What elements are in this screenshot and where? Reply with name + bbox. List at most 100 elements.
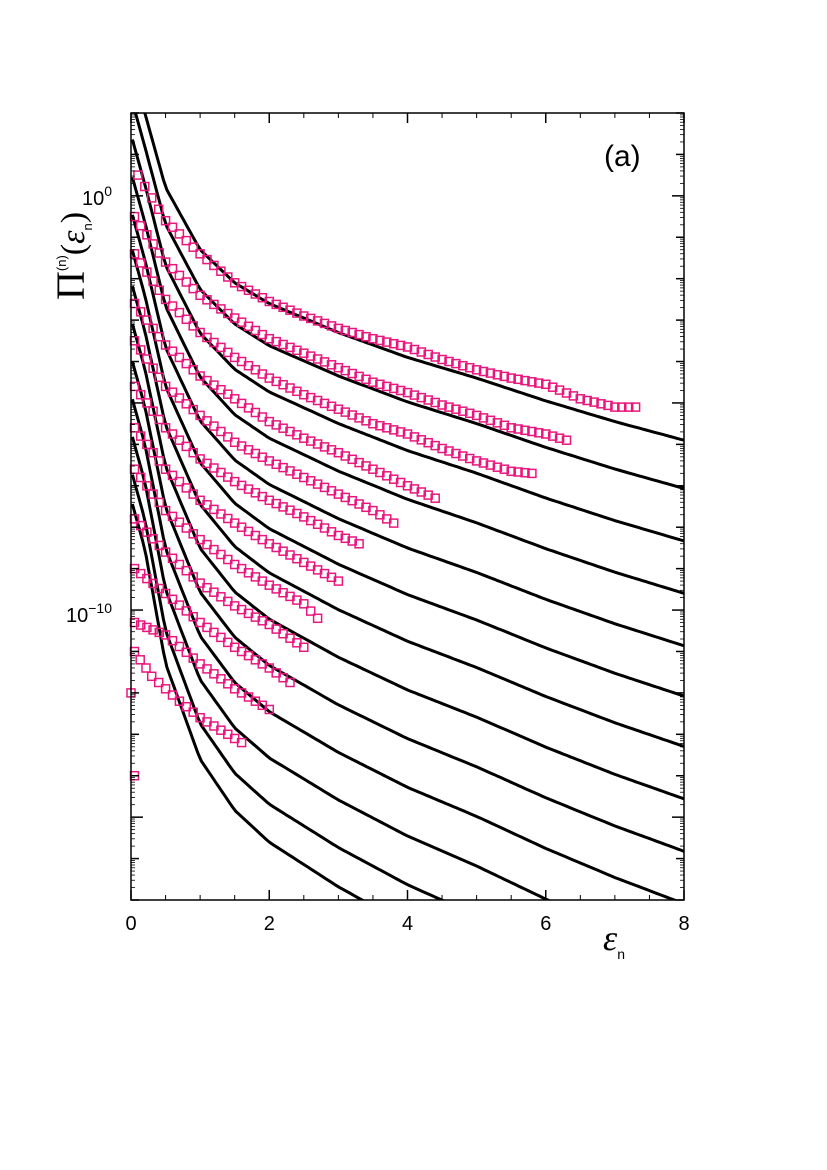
svg-text:εn: εn (603, 918, 625, 962)
data-point (154, 331, 165, 342)
data-point (471, 365, 482, 375)
data-point (312, 439, 323, 449)
data-point (423, 437, 433, 448)
data-point (264, 296, 275, 307)
series-8 (129, 464, 323, 624)
data-point (271, 299, 281, 310)
data-point (617, 402, 627, 412)
series-4 (129, 298, 440, 503)
data-point (167, 511, 178, 522)
data-point (142, 527, 152, 537)
data-point (451, 358, 461, 369)
data-point (430, 440, 440, 451)
data-point (471, 456, 482, 466)
x-tick-label: 8 (678, 913, 689, 935)
data-point (312, 316, 323, 326)
data-point (167, 263, 178, 274)
x-axis-ticks: 0 2 4 6 8 (125, 113, 690, 935)
series-11 (129, 617, 275, 715)
y-axis-label: Π(n)(εn) (48, 212, 95, 300)
data-point (174, 476, 185, 487)
data-point (271, 336, 281, 347)
data-point (148, 276, 158, 286)
data-point (148, 447, 158, 458)
data-point (333, 530, 344, 541)
data-point (458, 451, 468, 461)
data-point (299, 599, 309, 609)
data-point (181, 565, 192, 576)
data-point (285, 677, 295, 688)
data-point (464, 453, 475, 464)
data-point (312, 613, 323, 624)
data-point (527, 377, 537, 387)
data-point (382, 423, 392, 433)
data-point (513, 374, 523, 385)
data-point (596, 399, 606, 409)
data-point (174, 435, 185, 445)
data-point (340, 365, 351, 376)
data-point (195, 410, 205, 421)
data-point (174, 559, 185, 570)
data-point (305, 436, 316, 446)
data-point (299, 389, 309, 400)
data-point (499, 371, 510, 382)
data-point (603, 400, 613, 411)
data-point (423, 349, 433, 360)
data-point (160, 630, 171, 640)
data-point (216, 549, 226, 560)
data-point (216, 342, 226, 353)
data-point (142, 573, 152, 584)
y-axis-arg-sub: n (80, 223, 95, 230)
data-point (195, 617, 205, 628)
data-point (160, 381, 171, 392)
data-point (148, 323, 158, 334)
data-point (209, 544, 219, 555)
data-point (142, 267, 152, 277)
data-point (142, 622, 152, 633)
data-point (416, 347, 427, 357)
data-point (154, 497, 165, 508)
data-point (188, 242, 198, 252)
data-point (285, 305, 295, 315)
data-point (148, 625, 158, 635)
data-point (451, 404, 461, 414)
data-point (492, 418, 503, 428)
data-point (527, 426, 537, 437)
data-point (299, 642, 309, 653)
y-axis-close-paren: ) (55, 212, 92, 223)
data-point (160, 340, 171, 350)
data-point (409, 344, 420, 355)
data-point (202, 622, 212, 633)
data-point (174, 307, 185, 318)
data-point (135, 472, 146, 483)
data-point (506, 423, 516, 433)
data-point (499, 420, 510, 431)
data-point (292, 345, 302, 356)
data-point (140, 181, 150, 192)
data-point (354, 413, 364, 423)
data-point (347, 327, 357, 338)
data-point (354, 371, 364, 382)
data-point (167, 690, 178, 700)
data-point (135, 258, 146, 268)
data-point (402, 429, 413, 439)
data-point (181, 399, 192, 409)
data-point (167, 635, 178, 646)
data-point (305, 392, 316, 403)
data-point (153, 677, 164, 688)
data-point (160, 464, 171, 474)
data-point (148, 239, 158, 249)
data-point (142, 354, 152, 364)
data-point (513, 467, 523, 477)
data-point (589, 397, 599, 407)
data-point (188, 653, 198, 663)
data-point (202, 254, 212, 265)
data-point (135, 307, 146, 317)
data-point (188, 489, 198, 499)
data-point (492, 370, 503, 380)
data-point (223, 272, 233, 282)
data-point (216, 674, 226, 684)
data-point (135, 389, 146, 400)
data-point (451, 448, 461, 459)
